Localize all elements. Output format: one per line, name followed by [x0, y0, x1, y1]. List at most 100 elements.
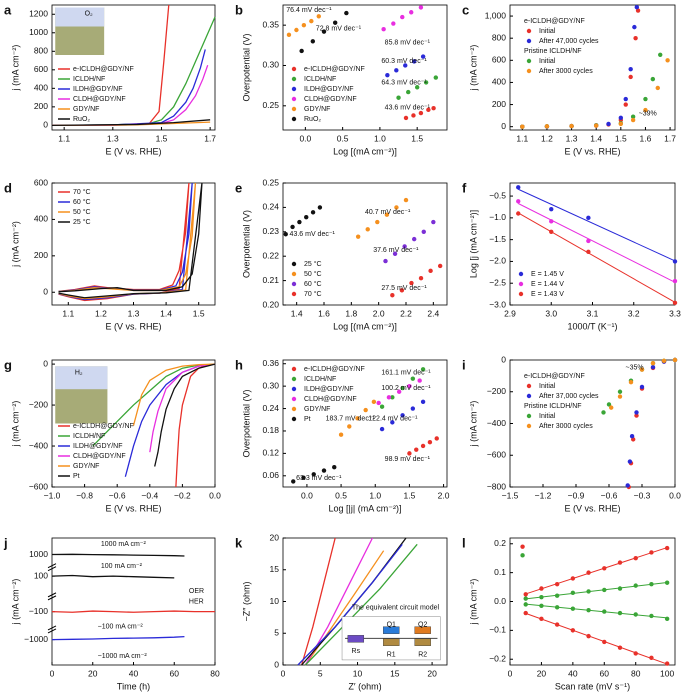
data-point — [606, 402, 612, 407]
data-point — [635, 8, 641, 13]
x-tick-label: 1.5 — [404, 490, 416, 500]
series-line — [297, 543, 403, 666]
data-point — [665, 58, 670, 63]
series-line — [301, 537, 336, 666]
x-tick-label: 1.1 — [58, 133, 70, 143]
data-point — [602, 639, 607, 645]
circuit-element — [414, 626, 431, 634]
legend-title: e-ICLDH@GDY/NF — [524, 373, 585, 380]
legend-label: 70 °C — [73, 188, 91, 196]
data-point — [437, 263, 443, 269]
series-line — [58, 182, 190, 302]
y-tick-label: 10 — [270, 596, 280, 606]
series-line — [304, 550, 385, 666]
data-point — [672, 300, 678, 306]
x-tick-label: 1.3 — [566, 133, 578, 143]
legend-label: Initial — [539, 28, 556, 35]
legend-swatch — [518, 271, 524, 277]
data-point — [355, 234, 361, 239]
data-point — [629, 434, 635, 439]
data-point — [570, 590, 576, 596]
data-point — [376, 400, 381, 406]
plot-frame — [51, 4, 216, 131]
legend-swatch — [291, 406, 297, 412]
legend-label: After 3000 cycles — [539, 423, 593, 430]
legend-label: GDY/NF — [304, 106, 330, 113]
data-point — [520, 124, 525, 129]
data-point — [609, 405, 614, 410]
data-point — [664, 545, 670, 551]
data-point — [544, 124, 550, 129]
legend-label: E = 1.45 V — [531, 271, 564, 278]
legend-swatch — [291, 396, 297, 402]
legend-label: After 3000 cycles — [539, 68, 593, 75]
data-point — [627, 459, 633, 464]
circuit-element — [383, 638, 400, 646]
x-axis-label: 1000/T (K⁻¹) — [567, 321, 617, 331]
data-point — [617, 610, 623, 616]
annotation: −100 mA cm⁻² — [98, 624, 144, 631]
data-point — [418, 275, 424, 281]
y-tick-label: 400 — [34, 214, 48, 224]
legend-label: ILDH@GDY/NF — [73, 443, 123, 450]
data-point — [628, 380, 634, 385]
data-point — [418, 5, 424, 10]
data-point — [617, 586, 623, 591]
y-tick-label: −0.2 — [489, 653, 506, 663]
series-line — [51, 635, 185, 641]
data-point — [639, 384, 645, 390]
data-point — [400, 385, 405, 391]
legend-label: ICLDH/NF — [73, 76, 105, 83]
data-point — [549, 229, 554, 234]
annotation: 85.8 mV dec⁻¹ — [385, 39, 431, 46]
data-point — [291, 479, 296, 484]
data-point — [409, 280, 414, 286]
x-tick-label: 0.0 — [669, 490, 681, 500]
legend-label: 70 °C — [304, 290, 322, 298]
panel-label: a — [4, 2, 12, 17]
plot-frame — [282, 4, 448, 131]
legend-label: ICLDH/NF — [73, 433, 105, 440]
panel-label: j — [3, 535, 8, 550]
data-point — [633, 583, 638, 588]
x-tick-label: 1.0 — [374, 133, 386, 143]
data-point — [311, 472, 316, 477]
x-tick-label: 3.0 — [545, 308, 557, 318]
y-tick-label: 0.25 — [262, 177, 279, 187]
data-point — [426, 107, 431, 113]
data-point — [390, 420, 395, 425]
data-point — [554, 622, 560, 627]
data-point — [433, 75, 439, 80]
data-point — [602, 587, 607, 593]
data-point — [310, 210, 316, 215]
data-point — [402, 244, 407, 249]
legend-swatch — [291, 271, 297, 277]
x-tick-label: 1.6 — [318, 308, 330, 318]
legend-swatch — [291, 376, 297, 382]
y-tick-label: 0.24 — [262, 202, 279, 212]
y-tick-label: 0.06 — [262, 470, 279, 480]
legend-swatch — [526, 28, 532, 34]
y-axis-label: j (mA cm⁻²) — [468, 45, 478, 92]
legend-swatch — [291, 66, 297, 72]
x-axis-label: Log [|j| (mA cm⁻²)] — [329, 503, 402, 513]
panel-label: e — [235, 180, 242, 195]
legend-swatch — [291, 366, 297, 372]
x-tick-label: 1.5 — [156, 133, 168, 143]
x-tick-label: 80 — [210, 668, 220, 678]
data-point — [520, 553, 525, 558]
x-tick-label: 80 — [631, 668, 641, 678]
data-point — [431, 219, 436, 225]
legend-label: ICLDH/NF — [304, 76, 336, 83]
data-point — [286, 32, 292, 38]
legend-label: After 47,000 cycles — [539, 38, 599, 45]
y-tick-label: 1000 — [29, 549, 48, 559]
data-point — [394, 68, 399, 73]
data-point — [617, 560, 623, 565]
data-point — [633, 35, 638, 41]
legend-label: After 37,000 cycles — [539, 393, 599, 400]
data-point — [290, 224, 295, 230]
data-point — [420, 54, 426, 59]
data-point — [420, 443, 426, 449]
data-point — [639, 367, 645, 372]
